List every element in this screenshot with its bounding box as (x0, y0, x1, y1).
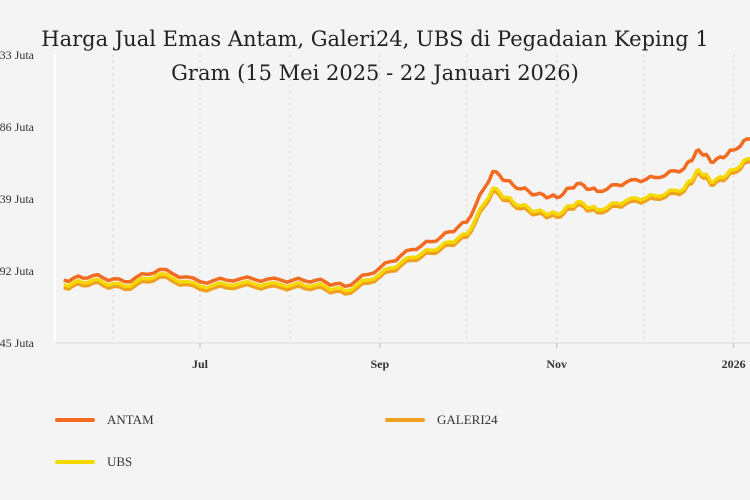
x-tick-label: 2026 (722, 357, 746, 371)
line-chart: 1,45 Juta 1,92 Juta 2,39 Juta 2,86 Juta 3,33… (0, 48, 750, 371)
chart-title-line-1: Harga Jual Emas Antam, Galeri24, UBS di … (41, 27, 709, 51)
legend-swatch-antam (55, 418, 95, 422)
y-tick-label: 2,86 Juta (0, 120, 35, 134)
legend-item-galeri24: GALERI24 (385, 412, 498, 428)
legend-swatch-galeri24 (385, 418, 425, 422)
series-line-antam (63, 136, 750, 289)
chart-title-line-2: Gram (15 Mei 2025 - 22 Januari 2026) (171, 61, 579, 85)
legend-item-ubs: UBS (55, 454, 132, 470)
legend-label-antam: ANTAM (107, 412, 154, 427)
y-tick-label: 3,33 Juta (0, 48, 35, 62)
x-tick-label: Jul (192, 357, 209, 371)
legend-label-galeri24: GALERI24 (437, 412, 498, 427)
legend-swatch-ubs (55, 460, 95, 464)
x-tick-label: Sep (370, 357, 389, 371)
legend-label-ubs: UBS (107, 454, 133, 469)
y-tick-label: 2,39 Juta (0, 192, 35, 206)
x-tick-label: Nov (546, 357, 567, 371)
y-tick-label: 1,45 Juta (0, 336, 35, 350)
y-tick-label: 1,92 Juta (0, 264, 35, 278)
series-line-ubs (63, 156, 750, 293)
chart-title: Harga Jual Emas Antam, Galeri24, UBS di … (0, 22, 750, 90)
legend-item-antam: ANTAM (55, 412, 154, 428)
